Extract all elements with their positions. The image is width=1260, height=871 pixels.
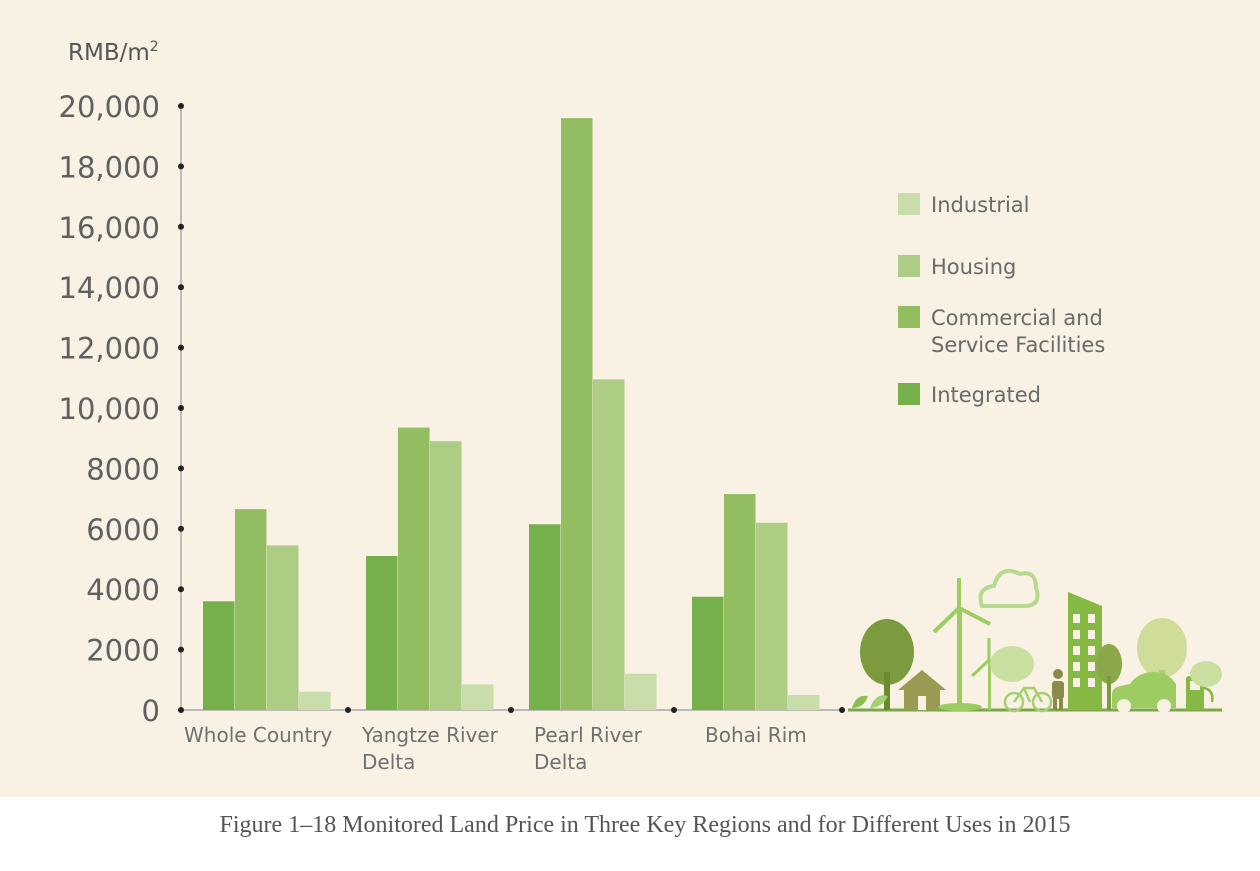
legend-swatch — [898, 306, 920, 328]
y-tick-label: 2000 — [86, 634, 160, 668]
y-tick-dot — [178, 223, 184, 230]
bar-industrial-3 — [788, 694, 820, 710]
bar-industrial-2 — [625, 673, 657, 710]
y-tick-label: 20,000 — [59, 90, 160, 124]
bar-commercial-and-service-facilities-3 — [724, 494, 756, 710]
bar-integrated-2 — [529, 524, 561, 710]
legend-label: Housing — [931, 255, 1016, 279]
legend-label: Commercial and Service Facilities — [931, 306, 1105, 357]
y-tick-label: 12,000 — [59, 332, 160, 366]
chart-panel: 0 2000 4000 6000 8000 10,000 12,000 14,000 16,00… — [0, 0, 1260, 797]
category-label: Yangtze River Delta — [361, 723, 499, 774]
y-tick-dot — [178, 707, 184, 713]
y-axis-unit-label: RMB/m2 — [68, 39, 159, 66]
y-tick-dot — [178, 103, 184, 109]
bar-housing-3 — [756, 522, 788, 710]
bar-housing-0 — [267, 545, 299, 710]
bar-commercial-and-service-facilities-1 — [398, 427, 430, 710]
bar-housing-1 — [430, 441, 462, 710]
category-labels: Whole Country Yangtze River Delta Pearl Riv… — [184, 723, 807, 774]
category-label: Whole Country — [184, 723, 333, 747]
legend-label: Integrated — [931, 383, 1041, 407]
category-label: Bohai Rim — [705, 723, 807, 747]
bar-commercial-and-service-facilities-0 — [235, 509, 267, 710]
x-tick-dot — [839, 707, 845, 713]
bar-integrated-3 — [692, 596, 724, 710]
legend-swatch — [898, 255, 920, 277]
y-tick-dot — [178, 646, 184, 653]
legend-swatch — [898, 383, 920, 405]
y-tick-dot — [178, 525, 184, 532]
y-tick-label: 16,000 — [59, 211, 160, 245]
y-tick-label: 4000 — [86, 573, 160, 607]
green-city-illustration-icon — [848, 569, 1222, 713]
bar-integrated-1 — [366, 555, 398, 710]
chart-legend: Industrial Housing Commercial and Service F… — [898, 193, 1105, 407]
y-tick-dot — [178, 284, 184, 291]
chart-bars — [203, 118, 820, 710]
bar-industrial-0 — [299, 691, 331, 710]
y-tick-labels: 0 2000 4000 6000 8000 10,000 12,000 14,000 16,00… — [59, 90, 160, 728]
legend-swatch — [898, 193, 920, 215]
y-tick-label: 10,000 — [59, 392, 160, 426]
y-tick-label: 14,000 — [59, 271, 160, 305]
figure-caption: Figure 1–18 Monitored Land Price in Thre… — [219, 812, 1071, 838]
y-tick-label: 18,000 — [59, 150, 160, 184]
y-tick-dot — [178, 344, 184, 351]
bar-industrial-1 — [462, 684, 494, 710]
legend-label: Industrial — [931, 193, 1030, 217]
category-label: Pearl River Delta — [534, 723, 643, 774]
bar-integrated-0 — [203, 601, 235, 710]
land-price-bar-chart: 0 2000 4000 6000 8000 10,000 12,000 14,000 16,00… — [59, 39, 1222, 774]
y-tick-label: 6000 — [86, 513, 160, 547]
y-tick-dot — [178, 465, 184, 472]
x-tick-dot — [671, 707, 677, 713]
bar-housing-2 — [593, 379, 625, 710]
y-tick-dot — [178, 586, 184, 593]
x-tick-dot — [508, 707, 514, 713]
x-tick-dot — [345, 707, 351, 713]
y-tick-dot — [178, 405, 184, 411]
y-tick-dot — [178, 163, 184, 170]
bar-commercial-and-service-facilities-2 — [561, 118, 593, 710]
y-tick-label: 8000 — [86, 452, 160, 486]
y-tick-label: 0 — [142, 694, 160, 728]
